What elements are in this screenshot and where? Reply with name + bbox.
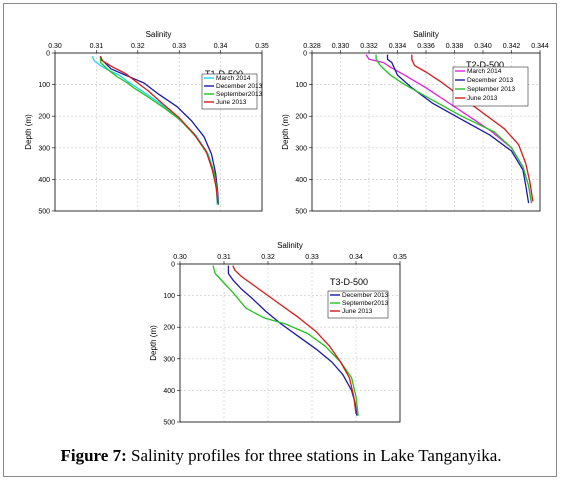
legend: March 2014 December 2013 September 2013 Jun… [452, 66, 529, 107]
x-axis-label: Salinity [277, 241, 303, 250]
x-tick-label: 0.332 [360, 43, 378, 50]
x-tick-label: 0.338 [446, 43, 464, 50]
series-line-june-2013 [99, 55, 219, 204]
legend-entry: September2013 [216, 91, 263, 98]
x-tick-label: 0.31 [217, 254, 231, 261]
y-tick-label: 100 [295, 82, 307, 89]
series-line-september2013 [99, 56, 219, 205]
y-tick-label: 0 [303, 51, 307, 58]
legend-box [452, 66, 529, 107]
y-tick-label: 400 [38, 177, 50, 184]
x-axis-label: Salinity [146, 30, 172, 39]
x-tick-label: 0.31 [90, 43, 104, 50]
legend-entry: March 2014 [467, 68, 502, 75]
x-tick-label: 0.30 [48, 43, 62, 50]
y-tick-label: 100 [163, 293, 175, 300]
series-line-september2013 [212, 265, 359, 416]
x-tick-label: 0.32 [261, 254, 275, 261]
series-line-december-2013 [99, 56, 220, 205]
figure-caption: Figure 7: Salinity profiles for three st… [0, 446, 562, 466]
caption-label: Figure 7: [60, 446, 127, 465]
x-tick-label: 0.342 [503, 43, 521, 50]
y-tick-label: 400 [295, 177, 307, 184]
x-tick-label: 0.328 [303, 43, 321, 50]
plot-frame [179, 263, 401, 423]
series-line-december-2013 [227, 265, 358, 416]
x-tick-label: 0.334 [389, 43, 407, 50]
x-tick-label: 0.32 [131, 43, 145, 50]
y-tick-label: 0 [46, 51, 50, 58]
plot-frame [54, 52, 263, 212]
y-tick-label: 500 [38, 209, 50, 216]
legend-entry: December 2013 [467, 77, 514, 84]
y-axis-label: Depth (m) [149, 325, 158, 361]
x-tick-label: 0.340 [474, 43, 492, 50]
y-tick-label: 500 [295, 209, 307, 216]
legend-entry: March 2014 [216, 75, 251, 82]
series-line-december-2013 [386, 54, 530, 204]
panel-title: T2-D-500 [466, 60, 504, 70]
legend-entry: June 2013 [342, 308, 373, 315]
x-tick-label: 0.336 [417, 43, 435, 50]
panel-title: T3-D-500 [330, 277, 368, 287]
x-tick-label: 0.344 [531, 43, 549, 50]
panel-t3-d-500: 0.30 0.31 0.32 0.33 0.34 0.35 0 100 200 300 400 500… [149, 241, 407, 427]
y-tick-label: 0 [171, 262, 175, 269]
legend-entry: December 2013 [216, 83, 263, 90]
y-axis-label: Depth (m) [24, 114, 33, 150]
legend-entry: December 2013 [342, 292, 389, 299]
y-tick-label: 200 [38, 114, 50, 121]
x-tick-label: 0.34 [214, 43, 228, 50]
legend-entry: September 2013 [467, 86, 515, 93]
x-tick-label: 0.34 [349, 254, 363, 261]
series-line-september-2013 [375, 54, 533, 204]
y-tick-label: 500 [163, 420, 175, 427]
legend-box [201, 73, 258, 110]
y-tick-label: 300 [295, 145, 307, 152]
y-tick-label: 200 [295, 114, 307, 121]
caption-text: Salinity profiles for three stations in … [126, 446, 502, 465]
y-tick-label: 200 [163, 325, 175, 332]
x-tick-label: 0.33 [305, 254, 319, 261]
legend-entry: June 2013 [216, 99, 247, 106]
x-tick-label: 0.330 [332, 43, 350, 50]
x-tick-label: 0.35 [393, 254, 407, 261]
x-tick-label: 0.35 [255, 43, 269, 50]
x-axis-label: Salinity [413, 30, 439, 39]
x-tick-label: 0.33 [172, 43, 186, 50]
y-axis-label: Depth (m) [281, 114, 290, 150]
y-tick-label: 300 [38, 145, 50, 152]
panel-t1-d-500: 0.30 0.31 0.32 0.33 0.34 0.35 0 100 200 300 400 500… [24, 30, 269, 216]
y-tick-label: 400 [163, 388, 175, 395]
legend-entry: September2013 [342, 300, 389, 307]
x-tick-label: 0.30 [173, 254, 187, 261]
legend-entry: June 2013 [467, 95, 498, 102]
y-tick-label: 300 [163, 356, 175, 363]
panel-t2-d-500: 0.328 0.330 0.332 0.334 0.336 0.338 0.340 0.342… [281, 30, 549, 216]
series-line-june-2013 [232, 265, 357, 415]
y-tick-label: 100 [38, 82, 50, 89]
